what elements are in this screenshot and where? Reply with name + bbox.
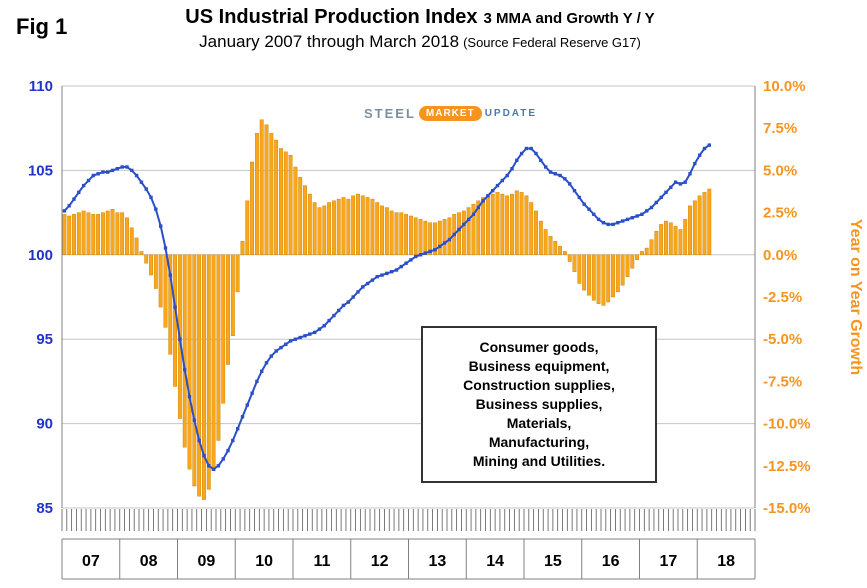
annotation-line: Materials, <box>506 415 572 431</box>
title-suffix: 3 MMA and Growth Y / Y <box>483 10 655 27</box>
sectors-annotation-box: Consumer goods, Business equipment, Cons… <box>421 326 657 483</box>
annotation-line: Manufacturing, <box>488 434 590 450</box>
annotation-line: Mining and Utilities. <box>472 453 606 469</box>
svg-text:7.5%: 7.5% <box>763 120 797 137</box>
production-index-line <box>62 143 711 471</box>
chart-title-block: US Industrial Production Index 3 MMA and … <box>60 6 780 52</box>
x-axis-year-label: 16 <box>602 553 620 570</box>
steel-market-update-logo: STEEL MARKET UPDATE <box>364 106 537 121</box>
x-axis-year-label: 13 <box>429 553 447 570</box>
annotation-line: Construction supplies, <box>463 377 615 393</box>
svg-text:85: 85 <box>36 500 53 517</box>
x-axis-year-label: 17 <box>660 553 678 570</box>
yoy-growth-bars <box>62 119 712 500</box>
svg-text:105: 105 <box>28 162 53 179</box>
annotation-line: Consumer goods, <box>479 339 599 355</box>
x-axis-year-label: 11 <box>313 553 330 570</box>
subtitle-main: January 2007 through March 2018 <box>199 32 460 51</box>
x-axis-year-label: 14 <box>486 553 504 570</box>
svg-text:100: 100 <box>28 247 53 264</box>
logo-update-text: UPDATE <box>484 108 538 119</box>
svg-text:5.0%: 5.0% <box>763 162 797 179</box>
logo-steel-text: STEEL <box>364 106 416 121</box>
svg-text:0.0%: 0.0% <box>763 247 797 264</box>
annotation-line: Business supplies, <box>475 396 603 412</box>
x-axis-year-label: 10 <box>255 553 273 570</box>
svg-text:10.0%: 10.0% <box>763 78 806 95</box>
chart-title: US Industrial Production Index 3 MMA and … <box>60 6 780 29</box>
svg-text:-2.5%: -2.5% <box>763 289 802 306</box>
logo-market-badge: MARKET <box>418 106 482 121</box>
x-axis-year-label: 07 <box>82 553 100 570</box>
svg-text:-5.0%: -5.0% <box>763 331 802 348</box>
x-axis-year-label: 08 <box>140 553 158 570</box>
svg-text:90: 90 <box>36 416 53 433</box>
x-axis-year-label: 12 <box>371 553 389 570</box>
svg-text:110: 110 <box>29 78 53 95</box>
svg-text:2.5%: 2.5% <box>763 205 797 222</box>
title-main: US Industrial Production Index <box>185 6 478 28</box>
svg-text:-7.5%: -7.5% <box>763 373 802 390</box>
x-axis-year-label: 15 <box>544 553 562 570</box>
svg-text:-10.0%: -10.0% <box>763 416 811 433</box>
figure-label: Fig 1 <box>16 14 68 39</box>
svg-text:-12.5%: -12.5% <box>763 458 811 475</box>
subtitle-source: (Source Federal Reserve G17) <box>463 35 641 50</box>
svg-text:-15.0%: -15.0% <box>763 500 811 517</box>
annotation-line: Business equipment, <box>468 358 610 374</box>
x-axis-year-label: 09 <box>198 553 216 570</box>
svg-text:95: 95 <box>36 331 53 348</box>
axes-and-ticks: 110 105 100 95 90 85 10.0% 7.5% 5.0% 2.5% 0.0% -2.5… <box>28 78 864 580</box>
right-axis-title: Year on Year Growth <box>847 219 864 375</box>
x-axis-year-label: 18 <box>717 553 735 570</box>
chart-subtitle: January 2007 through March 2018 (Source F… <box>60 32 780 52</box>
